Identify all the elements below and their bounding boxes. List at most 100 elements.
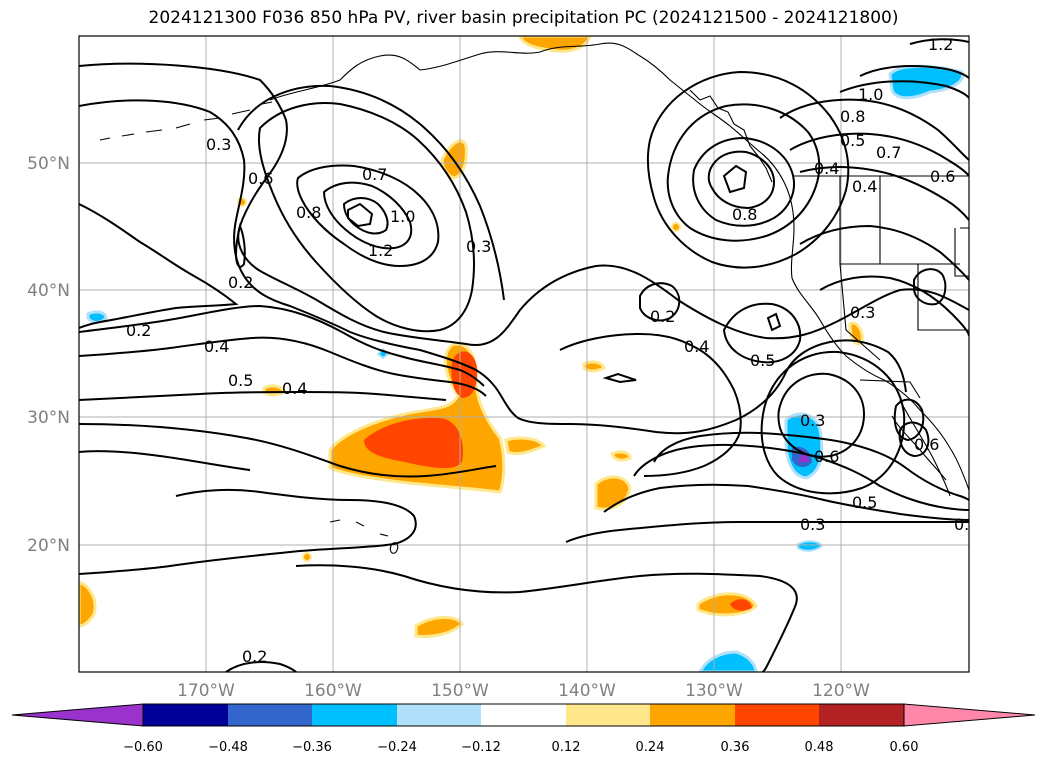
coastline-hawaii	[329, 519, 399, 554]
precip-patch-east	[504, 436, 547, 456]
contour-label: 1.0	[858, 85, 883, 104]
contour-labels: 0.3 0.6 0.8 1.0 1.2 0.7 0.2 0.2 0.4 0.5 …	[126, 35, 979, 666]
coastlines	[99, 42, 969, 554]
contour-label: 0.4	[684, 337, 709, 356]
precip-patch-south	[414, 616, 464, 638]
contour-east4	[565, 520, 969, 543]
contour-label: 0.5	[750, 351, 775, 370]
precip-patch-top	[518, 36, 592, 53]
colorbar-max-extension	[903, 703, 1036, 727]
contour-east3	[603, 483, 969, 521]
contour-label: 0.6	[814, 447, 839, 466]
gridlines	[79, 36, 969, 672]
contour-label: 0.4	[814, 159, 839, 178]
pv-contours	[79, 38, 969, 672]
colorbar-segment	[566, 704, 650, 726]
contour-west-low-inner	[766, 312, 782, 332]
contour-bc-outer2	[646, 70, 850, 269]
colorbar-segment	[143, 704, 228, 726]
contour-bc-low	[692, 136, 795, 227]
contour-label: 0.8	[732, 205, 757, 224]
contour-label: 0.6	[930, 167, 955, 186]
colorbar-tick-label: 0.12	[552, 740, 581, 755]
lat-label: 30°N	[27, 408, 70, 428]
contour-label: 0.6	[248, 169, 273, 188]
colorbar-tick-labels: −0.60 −0.48 −0.36 −0.24 −0.12 0.12 0.24 …	[123, 740, 918, 755]
colorbar-tick-label: −0.48	[208, 740, 248, 755]
contour-label: 0.4	[282, 379, 307, 398]
colorbar-tick-label: −0.60	[123, 740, 163, 755]
contour-label: 0.3	[800, 411, 825, 430]
contour-small-5	[893, 398, 925, 442]
lat-label: 50°N	[27, 154, 70, 174]
state-lines	[839, 176, 969, 361]
contour-label: 0.8	[296, 203, 321, 222]
contour-east-inner	[898, 421, 930, 458]
contour-label: 0.5	[228, 371, 253, 390]
contour-east1	[653, 431, 969, 501]
contour-label: 0.7	[362, 165, 387, 184]
contour-bc-core	[722, 164, 748, 194]
contour-label: 1.2	[368, 241, 393, 260]
lon-label: 170°W	[177, 681, 235, 701]
contour-bc-outer	[666, 103, 821, 242]
lon-label: 130°W	[685, 681, 743, 701]
colorbar-tick-label: 0.36	[721, 740, 750, 755]
contour-label: 0.3	[466, 237, 491, 256]
lon-labels: 170°W 160°W 150°W 140°W 130°W 120°W	[177, 681, 870, 701]
contour-label: 0.8	[840, 107, 865, 126]
precip-patch-west	[79, 580, 97, 628]
contour-label: 1.0	[390, 207, 415, 226]
baja-peninsula	[899, 399, 951, 497]
contour-label: 0.2	[126, 321, 151, 340]
lon-label: 150°W	[431, 681, 489, 701]
precip-neg-small1	[86, 310, 108, 324]
contour-small-3	[602, 372, 637, 384]
contour-ne6	[909, 38, 969, 45]
contour-label: 0.6	[914, 435, 939, 454]
lon-label: 140°W	[558, 681, 616, 701]
contour-south2	[295, 564, 798, 672]
contour-west-low	[722, 302, 802, 364]
map-frame	[78, 35, 970, 673]
colorbar-tick-label: −0.24	[377, 740, 417, 755]
contour-ne2	[789, 132, 969, 177]
contour-high-outer2	[237, 84, 505, 301]
contour-label: 0.2	[228, 273, 253, 292]
gulf-california	[891, 415, 947, 481]
coastline-alaska	[269, 42, 969, 491]
contour-label: 0.3	[850, 303, 875, 322]
contour-east2	[633, 443, 969, 511]
contour-label: 1.2	[928, 35, 953, 54]
contour-label: 0.5	[840, 131, 865, 150]
colorbar-segment	[650, 704, 735, 726]
contour-label: 0.2	[242, 647, 267, 666]
colorbar-segment	[397, 704, 481, 726]
map-background	[79, 36, 969, 672]
contour-label: 0.5	[852, 493, 877, 512]
contour-south3	[225, 661, 297, 672]
contour-high-outer	[258, 102, 475, 333]
precip-neg-small2	[797, 540, 824, 552]
contour-2	[79, 99, 907, 435]
contour-ne3	[799, 165, 969, 221]
contour-label: 0.3	[954, 515, 979, 534]
precip-patch-small2	[610, 450, 632, 462]
contour-5	[79, 336, 487, 397]
contour-interior2	[819, 275, 969, 337]
contour-label: 0.2	[650, 307, 675, 326]
colorbar-tick-label: −0.12	[461, 740, 501, 755]
contour-6	[79, 391, 447, 401]
colorbar-segment	[819, 704, 904, 726]
contour-small-2	[913, 268, 947, 306]
contour-7	[79, 423, 497, 478]
lon-label: 160°W	[304, 681, 362, 701]
coastline-aleutians	[99, 101, 273, 141]
colorbar-segment	[312, 704, 397, 726]
lat-label: 20°N	[27, 536, 70, 556]
precip-dot-2	[671, 222, 681, 232]
contour-ne1	[779, 98, 969, 161]
precip-patch-small4	[262, 384, 286, 397]
contour-4	[79, 304, 485, 387]
